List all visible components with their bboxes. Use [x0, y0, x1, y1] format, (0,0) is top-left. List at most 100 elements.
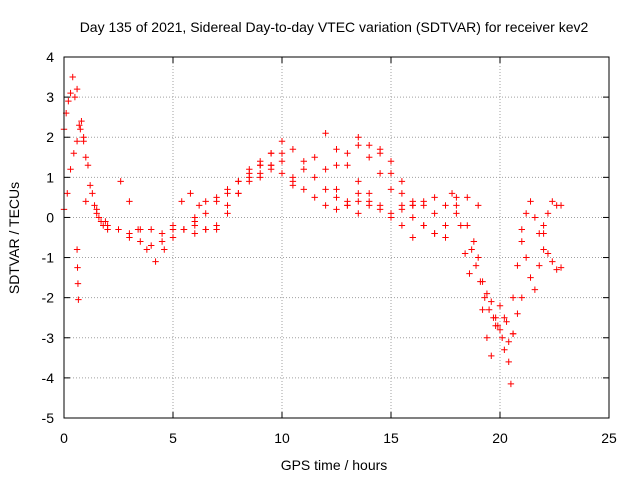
data-point — [496, 302, 504, 309]
data-point — [115, 226, 122, 233]
data-point — [84, 162, 92, 169]
data-point — [73, 138, 81, 145]
data-point — [518, 238, 525, 245]
data-point — [536, 262, 543, 269]
data-point — [527, 274, 534, 281]
data-point — [289, 182, 297, 189]
data-point — [158, 238, 166, 245]
data-point — [152, 258, 159, 265]
data-point — [557, 202, 565, 209]
data-point — [453, 210, 460, 217]
data-point — [488, 352, 495, 360]
data-point — [366, 154, 373, 161]
y-tick-label: 3 — [46, 89, 54, 105]
data-point — [93, 210, 100, 217]
data-point — [355, 190, 362, 197]
data-point — [464, 222, 471, 229]
y-tick-label: 1 — [46, 169, 54, 185]
data-point — [387, 170, 395, 177]
data-point — [187, 190, 194, 197]
data-point — [366, 190, 373, 197]
data-point — [195, 202, 203, 209]
data-point — [409, 202, 416, 209]
data-point — [387, 214, 395, 221]
data-point — [355, 210, 362, 217]
data-point — [202, 198, 209, 205]
y-tick-label: 4 — [46, 49, 54, 65]
data-point — [355, 142, 362, 149]
data-point — [501, 346, 508, 354]
data-point — [483, 290, 491, 297]
data-point — [169, 222, 177, 229]
data-point — [148, 226, 155, 233]
data-point — [470, 238, 478, 245]
data-point — [143, 246, 151, 253]
data-point — [74, 264, 81, 271]
data-point — [531, 214, 539, 221]
data-point — [398, 222, 406, 229]
data-point — [202, 210, 209, 217]
data-point — [246, 178, 253, 185]
y-tick-label: -2 — [42, 290, 55, 306]
data-point — [311, 154, 318, 161]
y-tick-label: -3 — [42, 330, 55, 346]
data-point — [557, 264, 565, 271]
data-point — [134, 226, 142, 233]
data-point — [503, 318, 510, 325]
data-point — [126, 234, 133, 241]
data-point — [514, 262, 521, 269]
data-point — [89, 190, 96, 197]
data-point — [322, 166, 329, 173]
x-axis-label: GPS time / hours — [281, 457, 388, 473]
data-point — [213, 222, 220, 229]
data-point — [505, 358, 512, 366]
x-tick-label: 5 — [169, 430, 177, 446]
data-point — [398, 178, 406, 185]
x-tick-label: 0 — [60, 430, 68, 446]
data-point — [74, 280, 82, 287]
data-point — [420, 198, 427, 205]
data-point — [333, 186, 340, 193]
data-point — [311, 194, 318, 201]
data-point — [387, 186, 395, 193]
data-point — [333, 146, 340, 153]
data-point — [376, 150, 384, 157]
data-point — [344, 162, 351, 169]
data-point — [466, 270, 473, 277]
data-point — [464, 194, 471, 201]
data-point — [73, 246, 81, 253]
gridlines — [64, 57, 609, 418]
data-point — [481, 294, 488, 301]
data-point — [488, 298, 495, 305]
x-tick-label: 20 — [492, 430, 508, 446]
data-point — [158, 230, 166, 237]
data-point — [398, 190, 406, 197]
data-point — [76, 121, 83, 129]
data-point — [544, 210, 552, 217]
chart-title: Day 135 of 2021, Sidereal Day-to-day VTE… — [80, 19, 589, 35]
plot-frame — [63, 56, 610, 419]
data-point — [267, 150, 275, 157]
data-point — [91, 202, 98, 209]
y-tick-label: -5 — [42, 410, 55, 426]
data-point — [509, 330, 517, 337]
y-tick-label: 0 — [46, 209, 54, 225]
y-axis-label: SDTVAR / TECUs — [6, 182, 22, 294]
data-point — [80, 134, 87, 141]
data-point — [224, 190, 231, 197]
data-point — [104, 222, 111, 229]
data-point — [453, 194, 460, 201]
data-point — [453, 202, 460, 209]
data-point — [278, 170, 286, 177]
x-tick-label: 15 — [383, 430, 399, 446]
data-point — [376, 202, 384, 209]
data-point — [102, 218, 109, 225]
data-point — [289, 146, 297, 153]
data-point — [431, 230, 438, 237]
x-tick-label: 10 — [274, 430, 290, 446]
data-point — [257, 162, 264, 169]
data-point — [522, 210, 530, 217]
data-point — [65, 97, 72, 105]
data-point — [366, 198, 373, 205]
data-point — [178, 198, 185, 205]
